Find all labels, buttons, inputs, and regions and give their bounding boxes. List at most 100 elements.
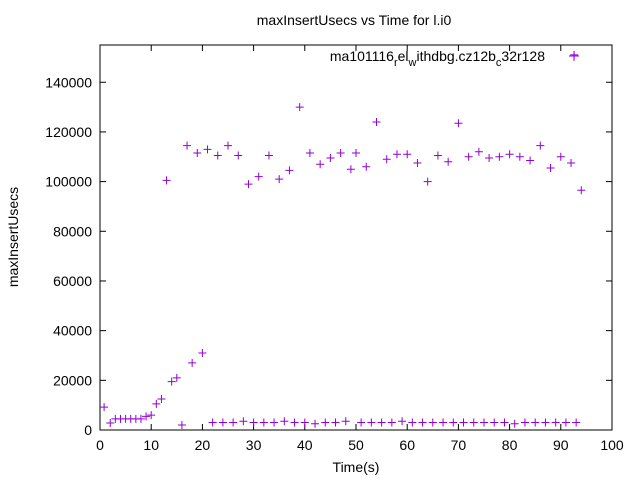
legend-text-part: el	[398, 48, 409, 64]
y-tick-label: 0	[84, 422, 92, 438]
data-point	[172, 373, 181, 382]
x-tick-label: 50	[348, 437, 364, 453]
data-point	[561, 418, 570, 427]
x-axis-label: Time(s)	[333, 459, 380, 475]
data-point	[526, 156, 535, 165]
data-point	[433, 151, 442, 160]
data-point	[213, 151, 222, 160]
y-tick-label: 100000	[45, 174, 92, 190]
x-tick-label: 70	[451, 437, 467, 453]
data-point	[311, 419, 320, 428]
data-point	[403, 150, 412, 159]
data-point	[224, 141, 232, 150]
data-point	[316, 160, 325, 169]
data-point	[500, 418, 509, 427]
data-point	[372, 118, 381, 126]
data-point	[162, 176, 171, 185]
data-point	[244, 180, 253, 189]
x-tick-label: 80	[502, 437, 518, 453]
data-point	[198, 349, 207, 357]
data-point	[495, 152, 504, 161]
x-tick-label: 10	[143, 437, 159, 453]
data-point	[454, 119, 463, 128]
legend-subscript: c	[496, 57, 502, 69]
data-point	[295, 103, 304, 112]
data-point	[567, 158, 576, 167]
x-tick-label: 60	[399, 437, 415, 453]
tick-labels: 0 10 20 30 40 50 60 70 80 90 100 0 20000 40000 60000 80…	[45, 74, 624, 453]
data-point	[536, 141, 545, 150]
data-point	[239, 417, 248, 426]
data-point	[392, 150, 401, 159]
data-point	[280, 417, 289, 426]
data-point	[531, 418, 540, 427]
data-point	[285, 166, 294, 175]
y-tick-label: 20000	[53, 372, 92, 388]
data-point	[428, 418, 437, 427]
data-point	[408, 418, 417, 427]
data-point	[203, 145, 212, 154]
data-point	[418, 418, 427, 427]
data-point	[270, 418, 279, 427]
data-points	[100, 50, 586, 430]
data-point	[321, 418, 330, 427]
x-tick-label: 40	[297, 437, 313, 453]
data-point	[208, 418, 217, 427]
data-point	[444, 157, 453, 166]
data-point	[577, 186, 586, 195]
y-tick-label: 60000	[53, 273, 92, 289]
data-point	[423, 177, 432, 186]
data-point	[413, 158, 422, 167]
data-point	[480, 418, 488, 427]
data-point	[387, 418, 396, 427]
data-point	[464, 152, 473, 161]
legend-text-part: 32r128	[501, 48, 545, 64]
data-point	[459, 418, 468, 427]
data-point	[254, 172, 263, 181]
y-tick-label: 140000	[45, 74, 92, 90]
data-point	[167, 377, 176, 386]
data-point	[352, 149, 360, 158]
data-point	[106, 419, 115, 428]
data-point	[362, 162, 371, 171]
data-point	[152, 399, 161, 408]
data-point	[264, 151, 273, 160]
data-point	[556, 152, 565, 161]
data-point	[259, 418, 268, 427]
data-point	[305, 149, 314, 158]
data-point	[485, 154, 494, 163]
data-point	[377, 418, 386, 427]
x-tick-label: 90	[553, 437, 569, 453]
data-point	[326, 154, 335, 163]
y-axis-label: maxInsertUsecs	[5, 187, 21, 287]
x-tick-label: 0	[96, 437, 104, 453]
data-point	[157, 394, 166, 403]
data-point	[515, 152, 524, 161]
data-point	[541, 418, 550, 427]
data-point	[331, 418, 340, 427]
data-point	[439, 418, 448, 427]
data-point	[505, 150, 514, 159]
legend-text-part: ithdbg.cz12b	[417, 48, 497, 64]
data-point	[275, 175, 284, 184]
data-point	[490, 418, 499, 427]
data-point	[218, 418, 227, 427]
data-point	[229, 418, 238, 427]
data-point	[398, 417, 407, 426]
legend-text-part: ma101116	[330, 48, 394, 64]
data-point	[336, 149, 345, 158]
data-point	[469, 418, 478, 427]
data-point	[474, 147, 483, 156]
y-tick-label: 40000	[53, 323, 92, 339]
y-tick-label: 80000	[53, 223, 92, 239]
data-point	[341, 417, 350, 426]
data-point	[382, 155, 391, 164]
data-point	[346, 165, 355, 174]
data-point	[367, 418, 376, 427]
legend-subscript: r	[394, 57, 398, 69]
legend: ma101116relwithdbg.cz12bc32r128	[330, 48, 579, 69]
data-point	[249, 418, 258, 427]
data-point	[520, 418, 529, 427]
data-point	[193, 149, 202, 158]
